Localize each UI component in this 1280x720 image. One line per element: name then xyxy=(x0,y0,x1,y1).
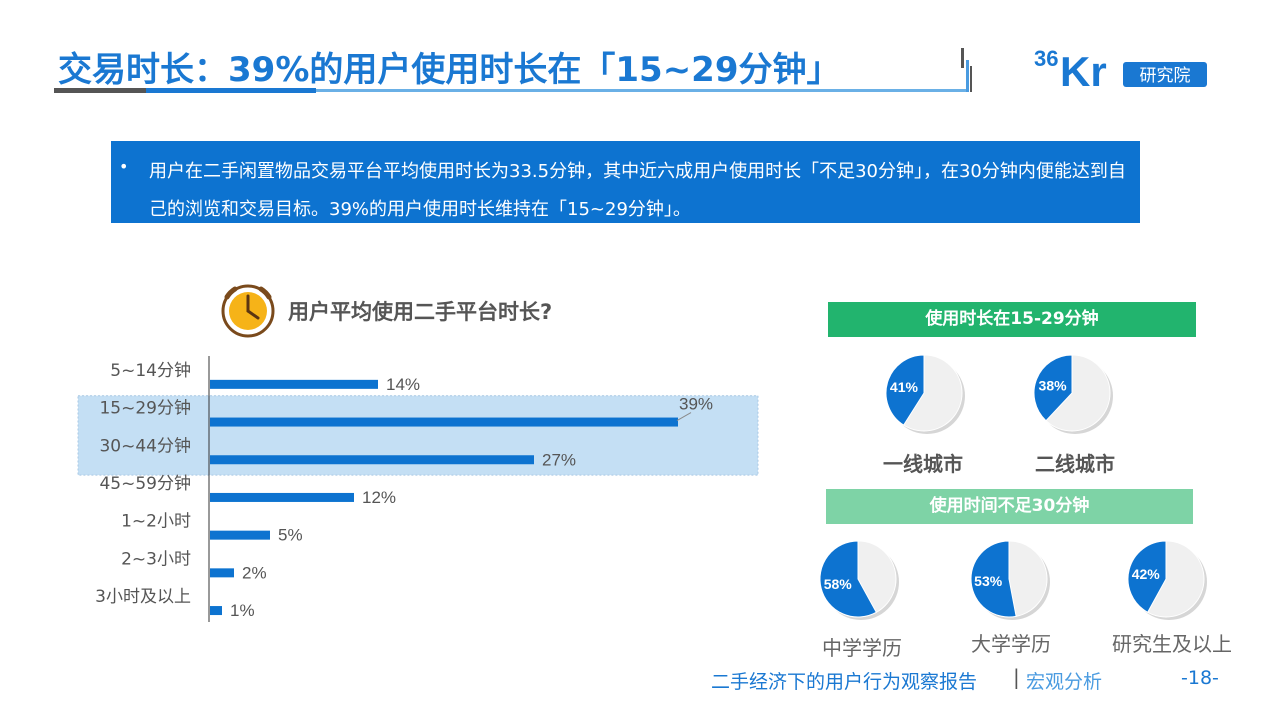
pie-label-first-tier-city: 一线城市 xyxy=(883,452,963,476)
pie-value-slice xyxy=(970,540,1017,618)
title-accent-mark xyxy=(961,48,964,68)
usage-duration-bar-chart: 5~14分钟 14% 15~29分钟 39% 30~44分钟 27% 45~59分钟 12% 1… xyxy=(77,356,759,622)
bar xyxy=(210,455,534,465)
page-number: -18- xyxy=(1181,667,1219,689)
pie-value-label: 53% xyxy=(974,573,1003,589)
pie-value-slice xyxy=(1127,540,1167,613)
pie-value-slice xyxy=(1033,354,1073,422)
bar xyxy=(210,568,234,578)
data-label-leader xyxy=(676,412,692,421)
pie-value-label: 58% xyxy=(824,576,853,592)
page-title: 交易时长：39%的用户使用时长在「15~29分钟」 xyxy=(58,50,841,90)
pie-university: 53% xyxy=(970,540,1050,620)
y-tick-label: 1~2小时 xyxy=(121,512,191,532)
bar xyxy=(210,606,222,616)
pie-value-label: 42% xyxy=(1132,566,1161,582)
bar xyxy=(210,417,678,427)
data-label: 1% xyxy=(230,601,255,620)
logo-tag-box xyxy=(1123,62,1207,87)
summary-bullet: • xyxy=(119,157,129,176)
title-accent-mark xyxy=(970,66,972,92)
pie-graduate: 42% xyxy=(1127,540,1207,620)
y-tick-label: 15~29分钟 xyxy=(99,399,191,419)
data-label: 14% xyxy=(386,375,420,394)
logo-letters: Kr xyxy=(1060,48,1107,95)
footer-section-name: 宏观分析 xyxy=(1026,671,1103,693)
pie-first-tier-city: 41% xyxy=(885,354,965,434)
data-label: 12% xyxy=(362,488,396,507)
y-tick-label: 3小时及以上 xyxy=(95,587,191,607)
bar xyxy=(210,379,378,389)
pie-label-middle-school: 中学学历 xyxy=(822,636,902,660)
logo-tag: 研究院 xyxy=(1140,66,1191,86)
y-tick-label: 5~14分钟 xyxy=(110,361,191,381)
footer-separator: | xyxy=(1013,665,1020,689)
banner-15-29-minutes: 使用时长在15-29分钟 xyxy=(828,302,1196,337)
pie-label-second-tier-city: 二线城市 xyxy=(1035,452,1115,476)
data-label: 27% xyxy=(542,450,576,469)
pie-value-label: 38% xyxy=(1039,377,1068,393)
title-underline-blue xyxy=(146,88,316,93)
y-tick-label: 2~3小时 xyxy=(121,549,191,569)
y-tick-label: 45~59分钟 xyxy=(99,474,191,494)
data-label: 5% xyxy=(278,526,303,545)
36kr-logo: 36 Kr 研究院 xyxy=(1034,46,1207,95)
summary-text: 用户在二手闲置物品交易平台平均使用时长为33.5分钟，其中近六成用户使用时长「不… xyxy=(149,161,1126,220)
summary-box: • 用户在二手闲置物品交易平台平均使用时长为33.5分钟，其中近六成用户使用时长… xyxy=(111,141,1140,223)
pie-value-label: 41% xyxy=(890,379,919,395)
pie-label-university: 大学学历 xyxy=(971,632,1051,656)
title-underline-dark xyxy=(54,88,146,93)
pie-middle-school: 58% xyxy=(819,540,899,620)
data-label: 2% xyxy=(242,563,267,582)
clock-icon xyxy=(221,284,275,338)
footer-report-name: 二手经济下的用户行为观察报告 xyxy=(711,671,978,693)
logo-number: 36 xyxy=(1034,46,1058,71)
title-underline-light xyxy=(316,89,968,92)
title-accent-mark xyxy=(966,60,969,92)
chart-title: 用户平均使用二手平台时长? xyxy=(288,300,553,324)
pie-value-slice xyxy=(885,354,925,426)
y-tick-label: 30~44分钟 xyxy=(99,436,191,456)
pie-second-tier-city: 38% xyxy=(1033,354,1113,434)
banner-under-30-minutes: 使用时间不足30分钟 xyxy=(826,489,1193,524)
bar xyxy=(210,492,354,502)
pie-value-slice xyxy=(819,540,877,618)
pie-label-graduate: 研究生及以上 xyxy=(1112,632,1232,656)
data-label: 39% xyxy=(679,395,713,414)
bar xyxy=(210,530,270,540)
